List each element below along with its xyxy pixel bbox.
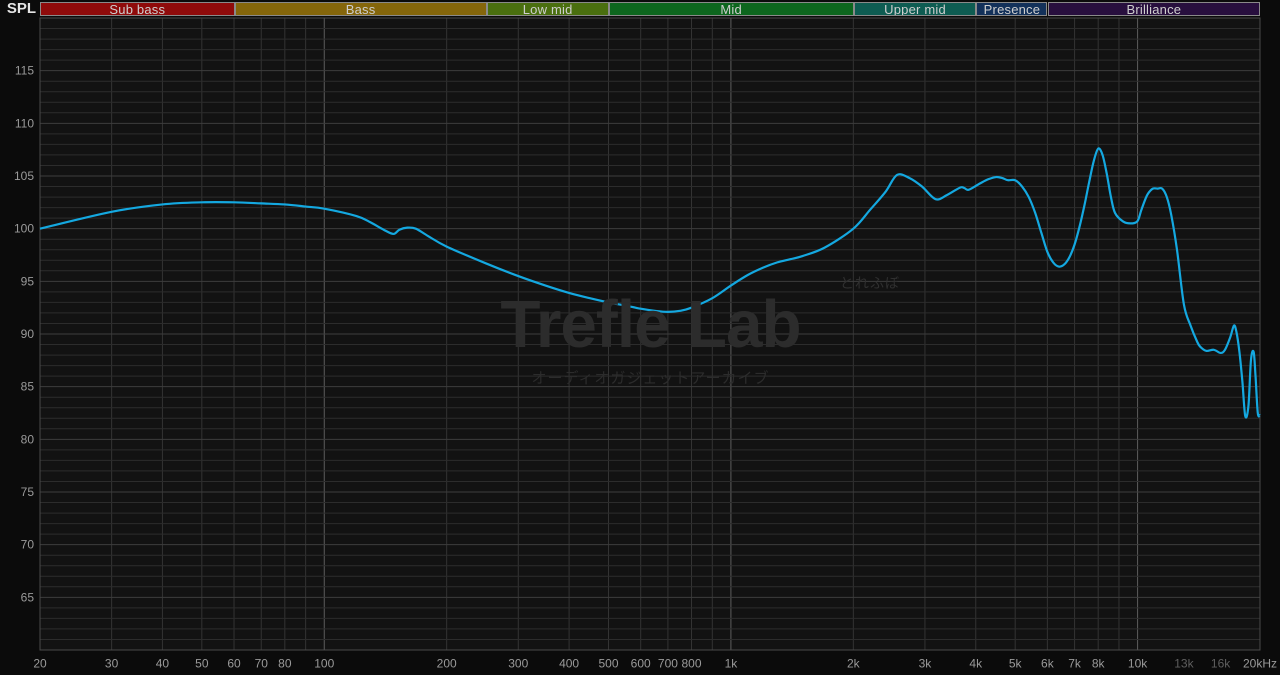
- svg-text:80: 80: [21, 432, 35, 446]
- svg-text:700: 700: [658, 657, 678, 671]
- svg-text:8k: 8k: [1092, 657, 1106, 671]
- svg-text:13k: 13k: [1174, 657, 1194, 671]
- svg-text:600: 600: [631, 657, 651, 671]
- svg-text:30: 30: [105, 657, 119, 671]
- svg-text:70: 70: [255, 657, 269, 671]
- svg-text:1k: 1k: [725, 657, 739, 671]
- svg-text:500: 500: [598, 657, 618, 671]
- svg-text:20: 20: [33, 657, 47, 671]
- svg-text:7k: 7k: [1068, 657, 1082, 671]
- svg-text:4k: 4k: [969, 657, 983, 671]
- svg-text:75: 75: [21, 485, 35, 499]
- svg-text:300: 300: [508, 657, 528, 671]
- svg-text:100: 100: [14, 222, 34, 236]
- svg-text:3k: 3k: [919, 657, 933, 671]
- svg-text:800: 800: [681, 657, 701, 671]
- svg-text:110: 110: [15, 116, 34, 130]
- svg-text:100: 100: [314, 657, 334, 671]
- svg-text:40: 40: [156, 657, 170, 671]
- svg-text:10k: 10k: [1128, 657, 1148, 671]
- svg-text:60: 60: [227, 657, 241, 671]
- svg-text:115: 115: [15, 64, 34, 78]
- svg-text:200: 200: [437, 657, 457, 671]
- svg-text:5k: 5k: [1009, 657, 1023, 671]
- svg-text:6k: 6k: [1041, 657, 1055, 671]
- svg-text:70: 70: [21, 538, 35, 552]
- svg-text:50: 50: [195, 657, 209, 671]
- svg-text:95: 95: [21, 274, 35, 288]
- svg-text:2k: 2k: [847, 657, 861, 671]
- svg-text:85: 85: [21, 380, 35, 394]
- svg-text:20kHz: 20kHz: [1243, 657, 1277, 671]
- svg-text:16k: 16k: [1211, 657, 1231, 671]
- svg-text:65: 65: [21, 590, 35, 604]
- svg-text:400: 400: [559, 657, 579, 671]
- svg-text:90: 90: [21, 327, 35, 341]
- svg-text:105: 105: [14, 169, 34, 183]
- svg-text:80: 80: [278, 657, 292, 671]
